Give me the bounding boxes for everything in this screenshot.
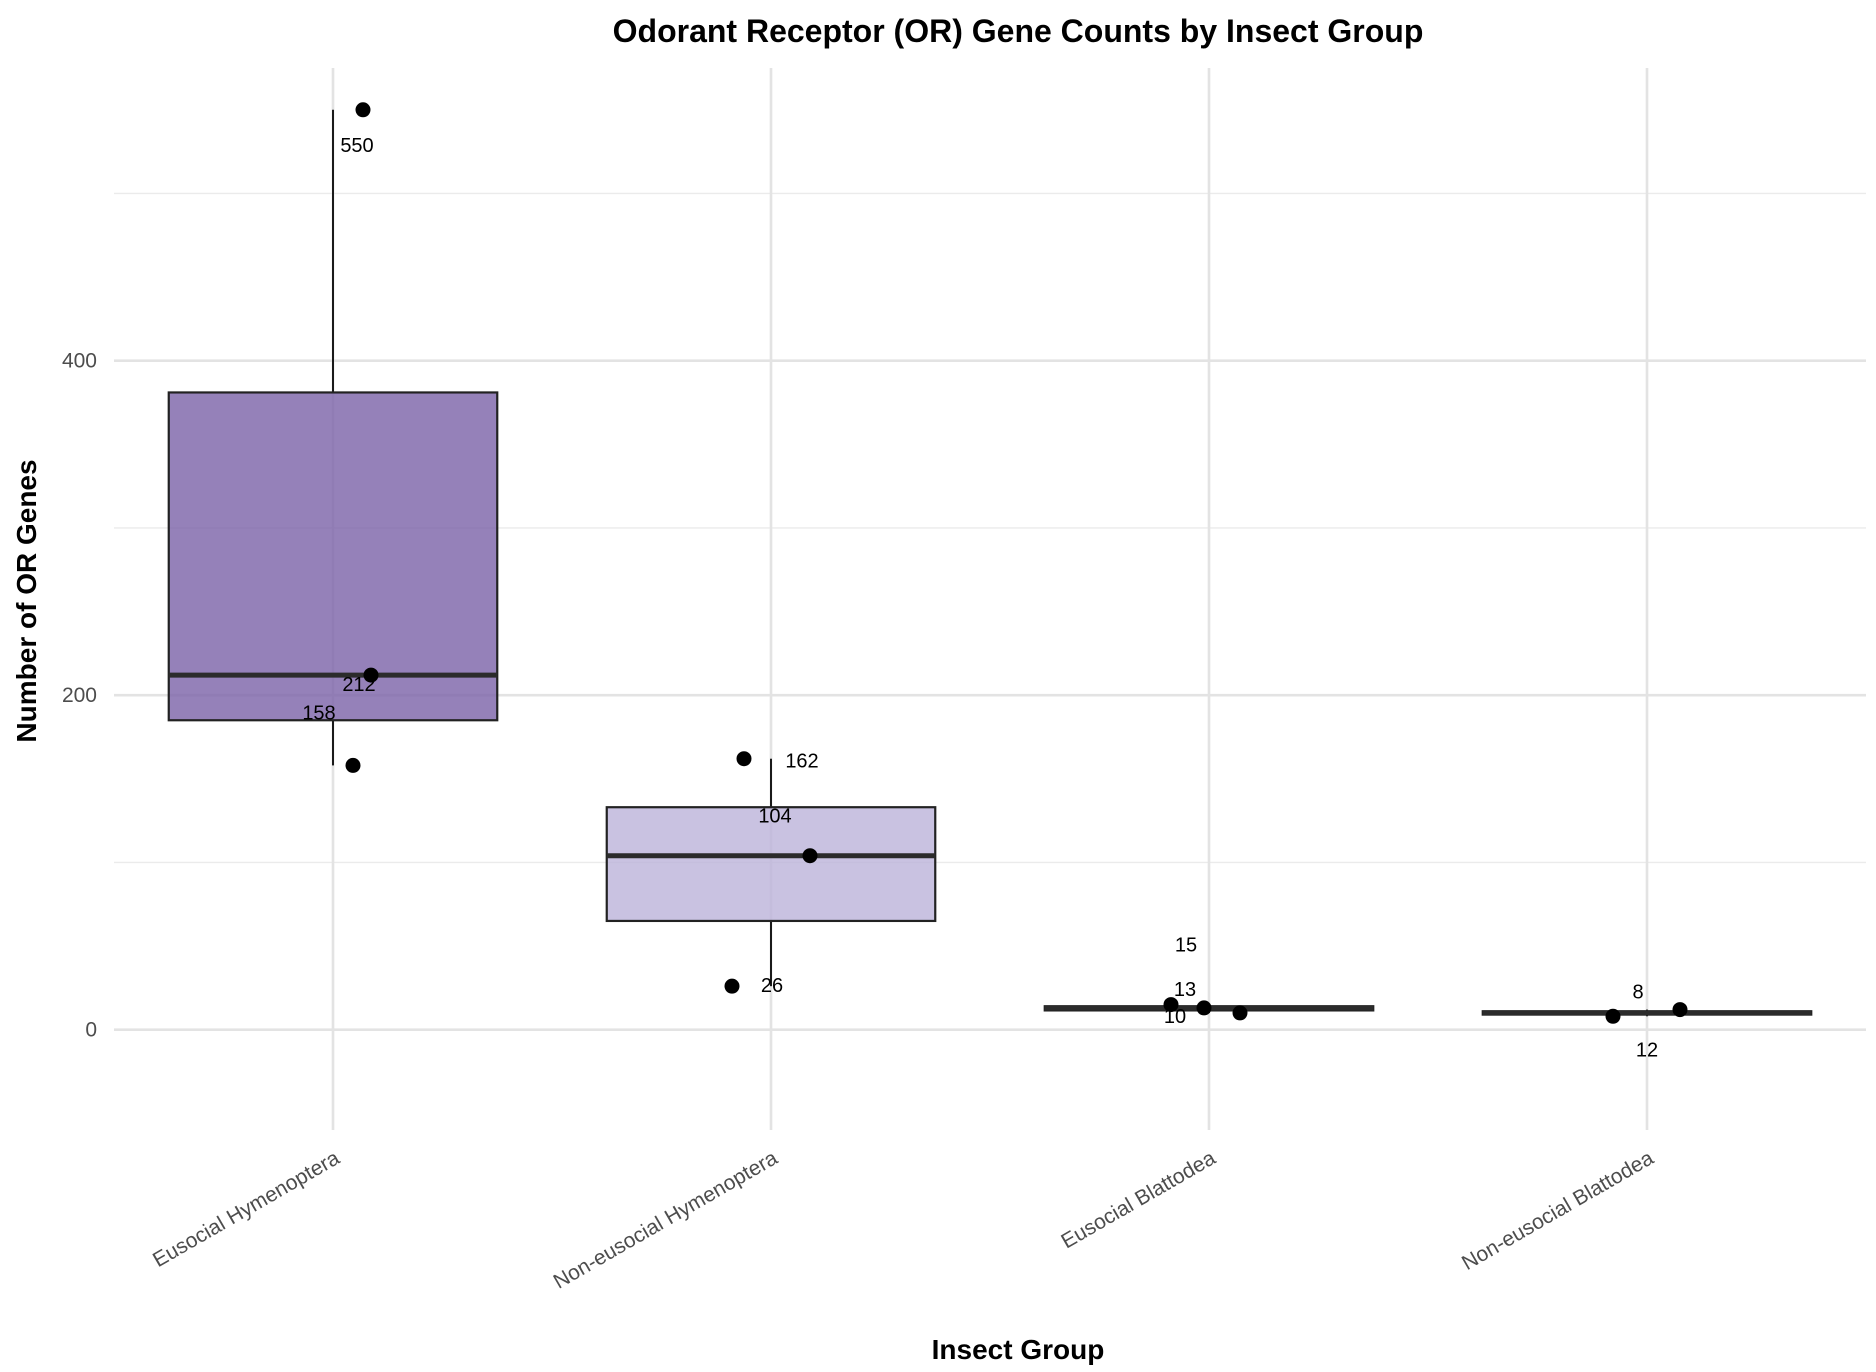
data-point-label: 8 (1632, 981, 1643, 1003)
x-tick-label: Non-eusocial Blattodea (1458, 1146, 1658, 1275)
box-body (605, 806, 937, 923)
box-2 (605, 758, 937, 987)
y-axis-label: Number of OR Genes (11, 459, 42, 742)
data-point-label: 550 (340, 135, 373, 157)
x-axis-ticks: Eusocial Hymenoptera Non-eusocial Hymenop… (149, 1146, 1658, 1293)
data-point (1605, 1008, 1621, 1024)
data-point (724, 978, 740, 994)
y-axis-ticks: 0 200 400 (62, 350, 97, 1042)
data-point (802, 848, 818, 864)
box-body (167, 391, 499, 722)
data-point (1232, 1005, 1248, 1021)
data-point-label: 13 (1174, 979, 1196, 1001)
data-point-label: 162 (785, 751, 818, 773)
box-1 (167, 109, 499, 766)
data-point (1196, 1000, 1212, 1016)
x-axis-label: Insect Group (932, 1334, 1105, 1365)
x-tick-label: Eusocial Blattodea (1057, 1146, 1219, 1253)
data-point (355, 102, 371, 118)
points (345, 102, 1688, 1024)
data-point (1163, 997, 1179, 1013)
data-point-label: 12 (1636, 1040, 1658, 1062)
y-tick-label: 400 (62, 350, 97, 373)
y-tick-label: 0 (85, 1019, 97, 1042)
data-point-label: 10 (1164, 1006, 1186, 1028)
data-point (345, 757, 361, 773)
x-tick-label: Non-eusocial Hymenoptera (550, 1146, 782, 1293)
chart-title: Odorant Receptor (OR) Gene Counts by Ins… (613, 13, 1424, 49)
data-point (363, 667, 379, 683)
boxes (167, 109, 1813, 1017)
data-point-label: 158 (302, 702, 335, 724)
point-labels: 550 212 158 162 104 26 15 13 10 8 12 (302, 135, 1658, 1062)
data-point-label: 26 (761, 975, 783, 997)
data-point-label: 212 (342, 674, 375, 696)
data-point (736, 751, 752, 767)
x-tick-label: Eusocial Hymenoptera (149, 1146, 344, 1272)
data-point-label: 104 (758, 806, 791, 828)
data-point (1672, 1002, 1688, 1018)
data-point-label: 15 (1175, 935, 1197, 957)
box-4 (1481, 1009, 1813, 1017)
y-tick-label: 200 (62, 684, 97, 707)
